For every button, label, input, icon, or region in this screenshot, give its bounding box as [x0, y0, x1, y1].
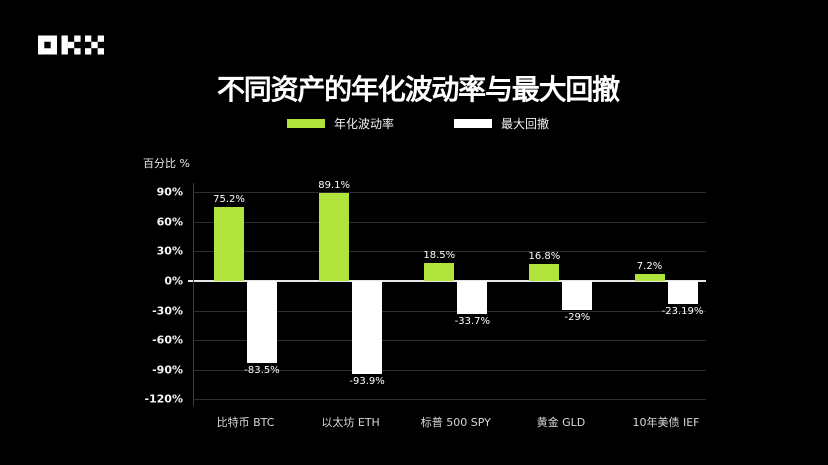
- value-label: 16.8%: [528, 251, 561, 263]
- bar-volatility: [634, 273, 665, 281]
- value-label: -93.9%: [349, 375, 385, 387]
- y-axis-title: 百分比 %: [143, 157, 190, 170]
- bar-drawdown: [457, 281, 488, 315]
- category-label: 比特币 BTC: [216, 416, 275, 429]
- value-label: -83.5%: [244, 365, 280, 377]
- legend-item-drawdown: 最大回撤: [454, 115, 549, 132]
- bar-volatility: [319, 193, 350, 281]
- y-tick-label: 90%: [156, 185, 183, 199]
- value-label: -29%: [564, 311, 591, 323]
- bar-volatility: [424, 262, 455, 281]
- zero-baseline: [188, 280, 706, 282]
- bar-drawdown: [562, 281, 593, 310]
- drawdown-label: 最大回撤: [501, 116, 550, 131]
- gridline: [193, 399, 706, 401]
- gridline: [193, 251, 706, 253]
- value-label: 89.1%: [318, 180, 350, 192]
- gridline: [193, 221, 706, 223]
- bar-drawdown: [667, 281, 698, 304]
- y-axis-line: [193, 183, 194, 406]
- y-tick-label: 30%: [156, 244, 183, 258]
- value-label: 18.5%: [423, 249, 456, 261]
- category-label: 以太坊 ETH: [321, 416, 380, 429]
- category-label: 黄金 GLD: [536, 416, 586, 429]
- value-label: 7.2%: [636, 260, 663, 272]
- chart-title: 不同资产的年化波动率与最大回撤: [216, 73, 620, 106]
- okx-logo: [38, 35, 104, 55]
- drawdown-swatch: [454, 118, 492, 128]
- y-tick-label: -30%: [152, 304, 183, 318]
- volatility-label: 年化波动率: [333, 116, 394, 131]
- category-label: 10年美债 IEF: [632, 416, 700, 429]
- category-label: 标普 500 SPY: [420, 416, 491, 429]
- gridline: [193, 192, 706, 194]
- gridline: [193, 369, 706, 371]
- legend-item-volatility: 年化波动率: [286, 115, 394, 132]
- volatility-swatch: [286, 118, 325, 128]
- y-tick-label: 0%: [164, 274, 183, 288]
- gridline: [193, 340, 706, 342]
- y-tick-label: 60%: [156, 215, 183, 229]
- chart-legend: 年化波动率 最大回撤: [0, 114, 828, 132]
- bar-drawdown: [247, 281, 277, 364]
- gridline: [193, 310, 706, 312]
- value-label: -23.19%: [661, 305, 704, 317]
- bar-drawdown: [352, 281, 383, 374]
- y-tick-label: -90%: [152, 363, 183, 377]
- value-label: -33.7%: [454, 316, 490, 328]
- value-label: 75.2%: [213, 193, 245, 205]
- bar-volatility: [214, 206, 244, 281]
- bar-volatility: [529, 264, 560, 281]
- y-tick-label: -60%: [152, 333, 183, 347]
- y-tick-label: -120%: [144, 392, 183, 406]
